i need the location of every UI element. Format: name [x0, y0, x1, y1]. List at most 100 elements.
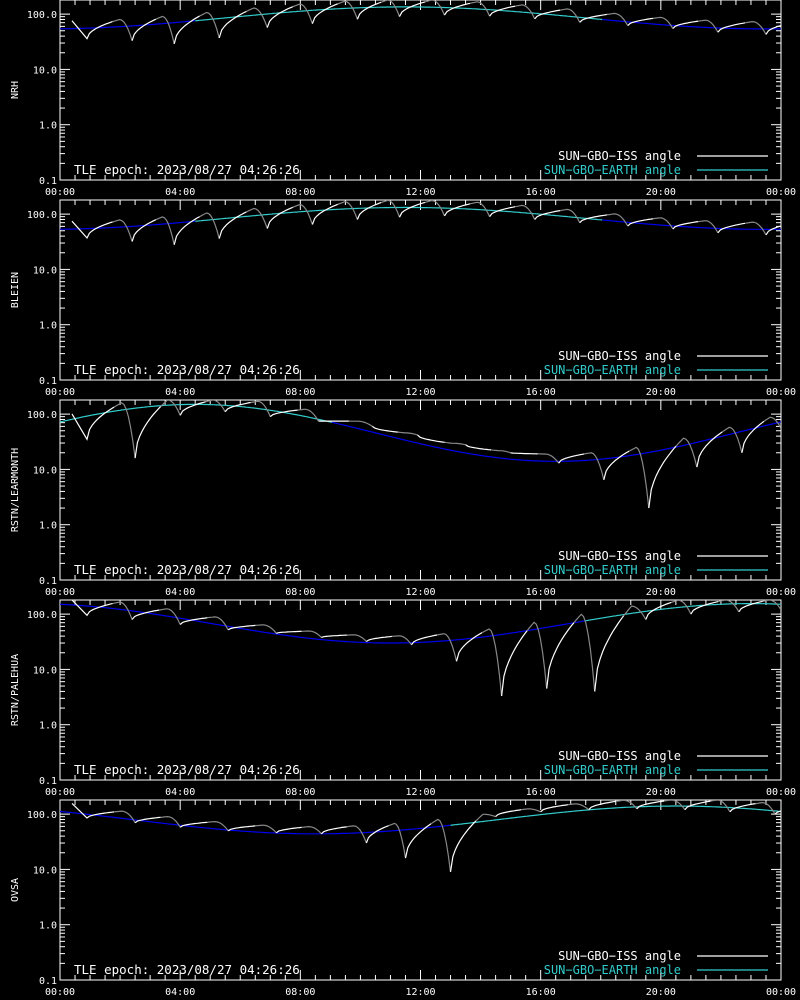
iss-angle-line — [199, 212, 220, 239]
iss-angle-line — [540, 804, 568, 813]
iss-angle-line — [696, 431, 723, 468]
iss-angle-line — [424, 0, 446, 16]
iss-angle-line — [774, 810, 781, 815]
tle-epoch-annotation: TLE epoch: 2023/08/27 04:26:26 — [74, 562, 300, 577]
iss-angle-line — [636, 800, 665, 810]
x-tick-label: 04:00 — [165, 987, 195, 998]
iss-angle-line — [514, 204, 536, 220]
iss-angle-line — [465, 444, 492, 451]
iss-angle-line — [792, 21, 800, 34]
x-tick-label: 16:00 — [526, 187, 556, 198]
iss-angle-line — [780, 426, 781, 429]
iss-angle-line — [495, 809, 522, 818]
iss-angle-line — [765, 225, 781, 236]
tle-epoch-annotation: TLE epoch: 2023/08/27 04:26:26 — [74, 362, 300, 377]
iss-angle-line — [348, 420, 373, 427]
iss-angle-line — [205, 400, 226, 413]
x-tick-label: 16:00 — [526, 987, 556, 998]
iss-angle-line — [573, 613, 596, 692]
iss-angle-line — [792, 222, 800, 235]
iss-angle-line — [71, 600, 113, 617]
y-tick-label: 100.0 — [27, 410, 57, 421]
iss-angle-line — [411, 634, 438, 646]
legend-label-iss: SUN−GBO−ISS angle — [558, 149, 681, 163]
x-tick-label: 12:00 — [405, 187, 435, 198]
iss-angle-line — [455, 632, 483, 662]
iss-angle-line — [227, 624, 256, 631]
iss-angle-line — [741, 420, 765, 453]
iss-angle-line — [671, 600, 692, 615]
iss-angle-line — [648, 445, 677, 509]
iss-angle-line — [71, 20, 113, 40]
iss-angle-line — [738, 600, 763, 613]
iss-angle-line — [269, 409, 298, 418]
y-tick-label: 0.1 — [39, 176, 57, 187]
x-tick-label: 12:00 — [405, 987, 435, 998]
iss-angle-line — [112, 18, 133, 41]
y-axis-label: BLEIEN — [10, 272, 21, 308]
y-axis-label: RSTN/PALEHUA — [10, 654, 21, 726]
iss-angle-line — [584, 452, 605, 480]
iss-angle-line — [560, 8, 581, 23]
x-tick-label: 00:00 — [766, 987, 796, 998]
x-tick-label: 00:00 — [766, 387, 796, 398]
iss-angle-line — [275, 826, 302, 834]
x-tick-label: 00:00 — [45, 387, 75, 398]
earth-angle-line — [60, 810, 451, 835]
iss-angle-line — [155, 15, 175, 44]
y-tick-label: 1.0 — [39, 321, 57, 332]
iss-angle-line — [579, 214, 607, 224]
plot-area — [60, 800, 781, 872]
iss-angle-line — [663, 800, 686, 811]
iss-angle-line — [255, 824, 277, 834]
iss-angle-line — [717, 22, 746, 33]
iss-angle-line — [567, 803, 590, 811]
y-tick-label: 10.0 — [33, 665, 57, 676]
iss-angle-line — [675, 437, 698, 468]
iss-angle-line — [311, 203, 339, 225]
iss-angle-line — [398, 1, 426, 17]
iss-angle-line — [436, 633, 458, 662]
x-tick-label: 12:00 — [405, 587, 435, 598]
iss-angle-line — [489, 5, 516, 17]
iss-angle-line — [346, 634, 367, 642]
iss-angle-line — [469, 1, 491, 17]
iss-angle-line — [114, 810, 136, 824]
iss-angle-line — [173, 15, 200, 44]
iss-angle-line — [218, 211, 247, 239]
iss-angle-line — [521, 808, 541, 813]
earth-angle-line — [585, 602, 781, 622]
iss-angle-line — [698, 220, 719, 234]
iss-angle-line — [372, 425, 398, 433]
iss-angle-line — [356, 1, 382, 20]
iss-angle-line — [579, 13, 607, 23]
iss-angle-line — [160, 815, 181, 828]
y-tick-label: 1.0 — [39, 121, 57, 132]
iss-angle-line — [134, 816, 161, 824]
x-tick-label: 12:00 — [405, 787, 435, 798]
iss-angle-line — [276, 630, 302, 634]
y-tick-label: 0.1 — [39, 976, 57, 987]
iss-angle-line — [337, 0, 358, 20]
iss-angle-line — [546, 622, 575, 689]
iss-angle-line — [698, 19, 719, 33]
chart-panel-2: 0.1 1.0 10.0 100.0 00:00 04:00 08:00 12:00 16:00… — [10, 199, 800, 398]
iss-angle-line — [346, 825, 367, 844]
iss-angle-line — [301, 630, 322, 638]
y-tick-label: 0.1 — [39, 776, 57, 787]
chart-panel-5: 0.1 1.0 10.0 100.0 00:00 04:00 08:00 12:00 16:00… — [10, 799, 796, 998]
x-tick-label: 20:00 — [646, 587, 676, 598]
iss-angle-line — [717, 600, 740, 613]
x-tick-label: 16:00 — [526, 387, 556, 398]
iss-angle-line — [475, 813, 496, 822]
y-tick-label: 100.0 — [27, 610, 57, 621]
iss-angle-line — [179, 821, 208, 828]
iss-angle-line — [722, 426, 743, 453]
x-tick-label: 04:00 — [165, 387, 195, 398]
y-tick-label: 1.0 — [39, 521, 57, 532]
iss-angle-line — [337, 201, 358, 220]
x-tick-label: 04:00 — [165, 187, 195, 198]
x-tick-label: 16:00 — [526, 587, 556, 598]
x-tick-label: 04:00 — [165, 587, 195, 598]
x-tick-label: 08:00 — [285, 987, 315, 998]
